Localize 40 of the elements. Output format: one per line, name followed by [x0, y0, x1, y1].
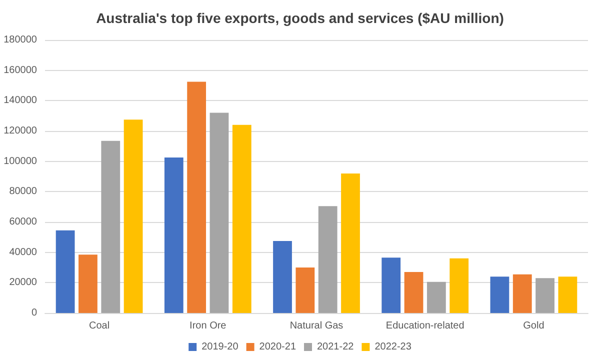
bar	[382, 258, 401, 313]
y-tick-label: 120000	[4, 126, 38, 136]
bar	[536, 278, 554, 313]
bar	[101, 140, 120, 313]
x-tick-label: Coal	[89, 320, 110, 332]
bar	[78, 254, 98, 313]
y-tick-label: 180000	[4, 34, 38, 46]
y-tick-label: 80000	[9, 186, 38, 198]
bar	[273, 240, 292, 313]
bar	[450, 258, 469, 313]
bar	[558, 276, 578, 313]
legend-label: 2020-21	[259, 342, 296, 352]
y-tick-label: 60000	[9, 216, 38, 228]
bar	[56, 230, 75, 313]
bar	[490, 276, 510, 313]
legend-label: 2021-22	[317, 342, 354, 352]
bar	[296, 268, 315, 313]
bar	[426, 282, 446, 313]
y-tick-label: 160000	[4, 64, 38, 76]
y-tick-label: 100000	[4, 156, 38, 167]
y-tick-label: 20000	[9, 277, 38, 288]
bar	[164, 158, 184, 313]
y-tick-label: 40000	[9, 246, 38, 258]
x-tick-label: Education-related	[386, 320, 464, 332]
bar	[210, 112, 229, 313]
bar	[512, 274, 532, 313]
bar	[124, 120, 143, 313]
y-tick-label: 140000	[4, 95, 38, 106]
bar	[341, 173, 360, 313]
bar	[318, 206, 338, 313]
legend-label: 2019-20	[202, 342, 239, 352]
y-tick-label: 0	[31, 308, 38, 318]
bar	[404, 272, 424, 313]
chart-title: Australia's top five exports, goods and services ($AU million)	[96, 10, 504, 26]
bar	[187, 82, 206, 313]
x-tick-label: Gold	[523, 320, 544, 332]
x-tick-label: Iron Ore	[190, 320, 227, 332]
legend-label: 2022-23	[374, 342, 412, 352]
bar	[232, 124, 252, 313]
x-tick-label: Natural Gas	[290, 320, 344, 332]
